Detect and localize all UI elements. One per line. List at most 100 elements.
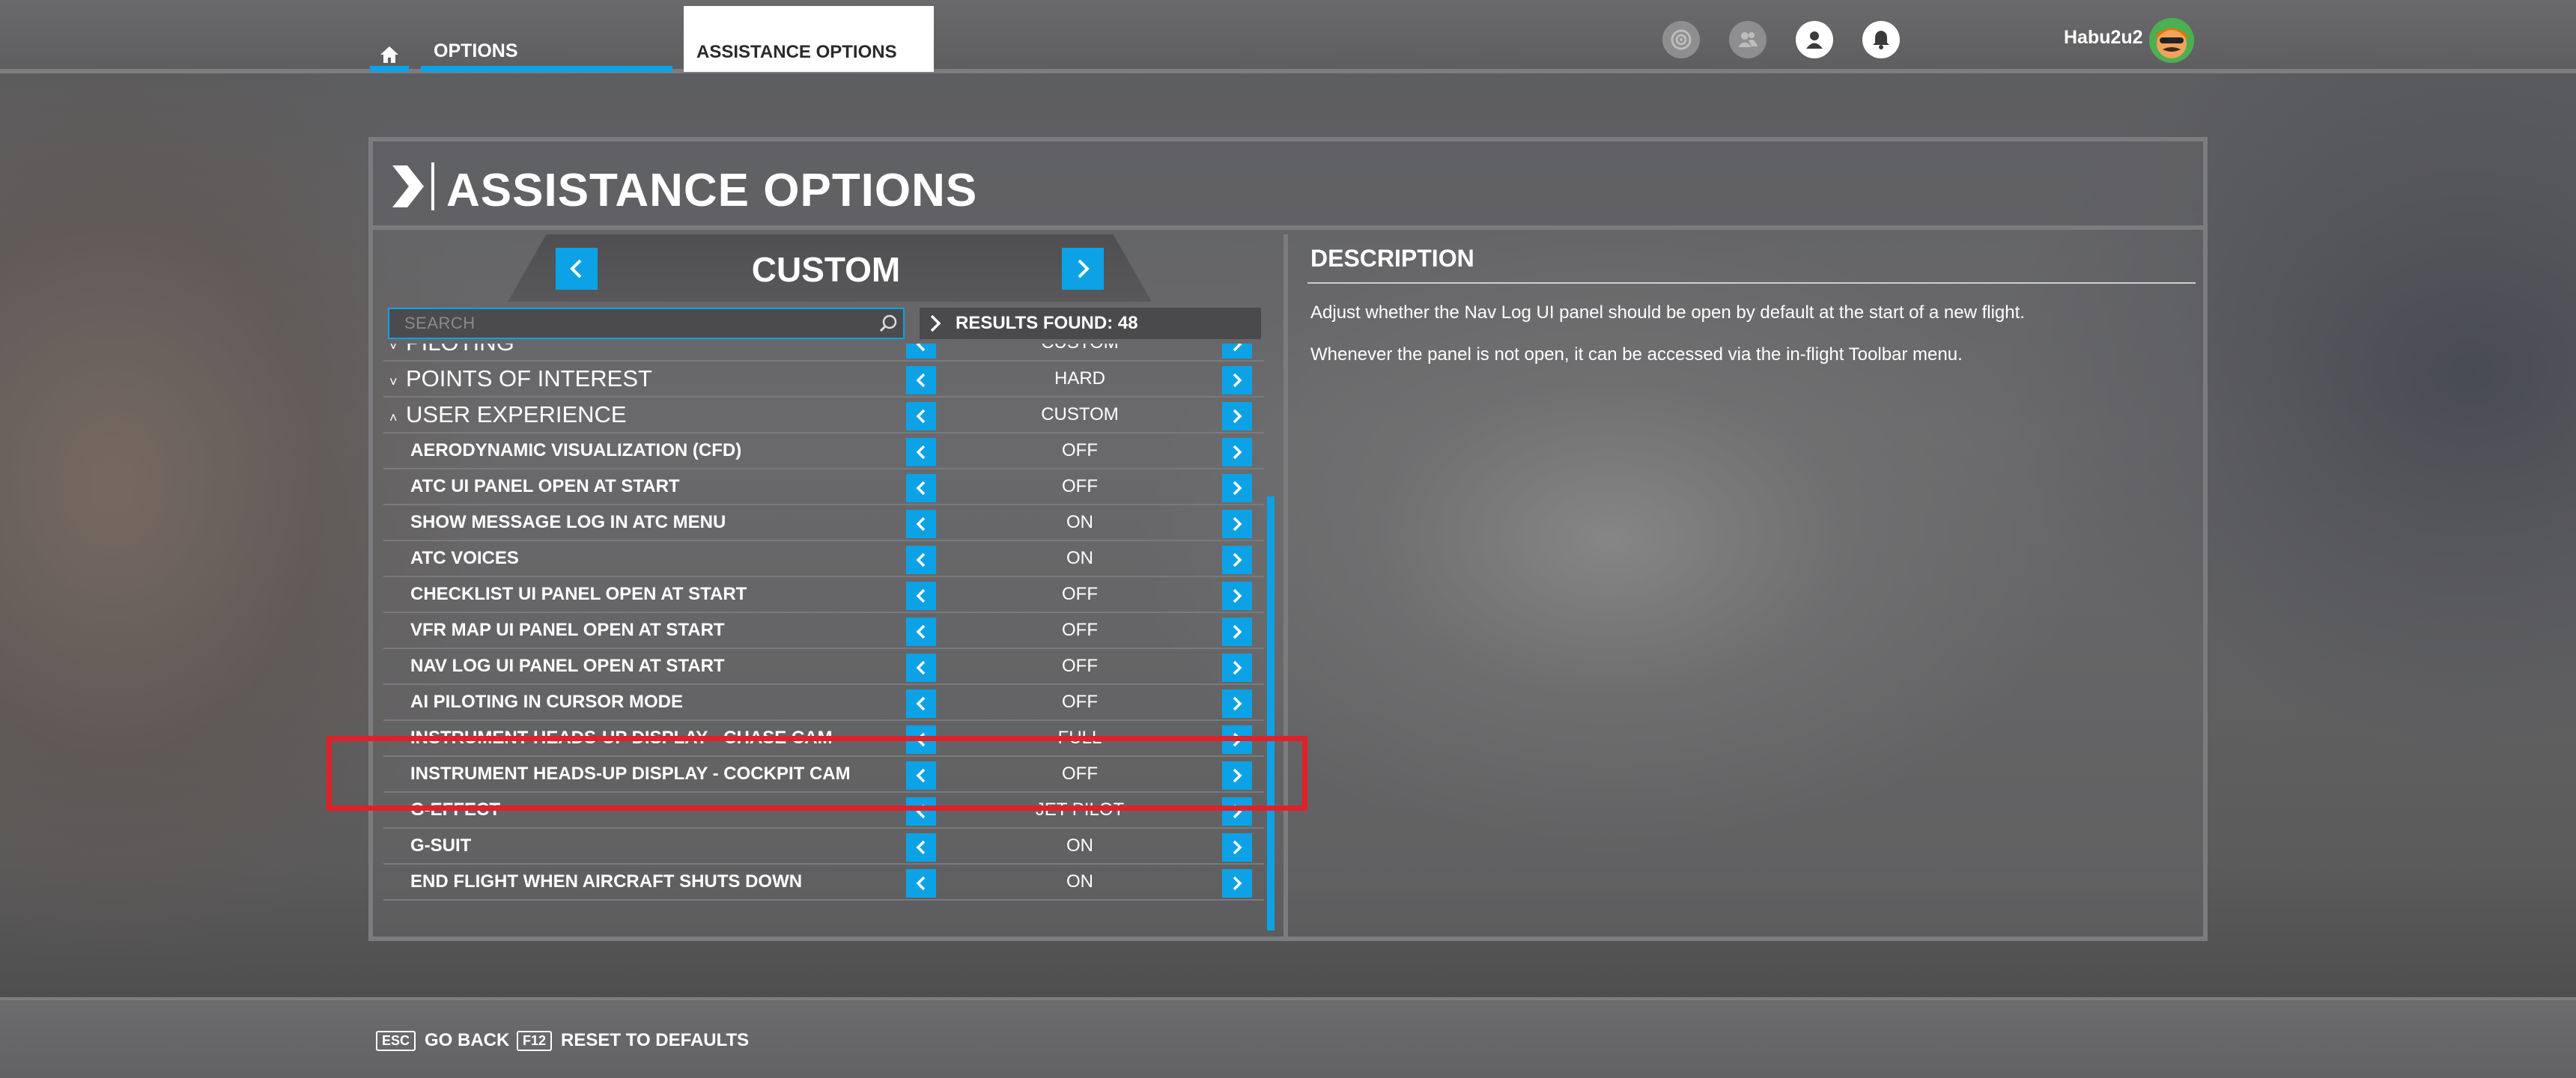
value-next-button[interactable] xyxy=(1222,725,1252,754)
value-prev-button[interactable] xyxy=(906,618,936,646)
value-prev-button[interactable] xyxy=(906,344,936,359)
chevron-right-icon xyxy=(1233,624,1242,639)
tab-assistance-options[interactable]: ASSISTANCE OPTIONS xyxy=(684,6,934,72)
go-back-button[interactable]: ESC GO BACK xyxy=(376,1030,509,1051)
row-label: ATC VOICES xyxy=(410,548,519,568)
caret-down-icon[interactable]: ˅ xyxy=(389,374,398,389)
option-row[interactable]: ATC VOICES ON xyxy=(383,541,1264,577)
value-next-button[interactable] xyxy=(1222,582,1252,610)
list-scrollbar[interactable] xyxy=(1267,496,1275,931)
value-prev-button[interactable] xyxy=(906,546,936,574)
value-prev-button[interactable] xyxy=(906,582,936,610)
options-list-panel: CUSTOM SEARCH RESULTS FOUND: 48 ˅ PILOTIN… xyxy=(373,234,1288,937)
chevron-left-icon xyxy=(916,840,926,855)
option-row[interactable]: G-SUIT ON xyxy=(383,829,1264,865)
chevron-left-icon xyxy=(916,660,926,675)
value-prev-button[interactable] xyxy=(906,402,936,430)
chevron-right-icon xyxy=(1233,552,1242,567)
value-next-button[interactable] xyxy=(1222,761,1252,790)
value-prev-button[interactable] xyxy=(906,761,936,790)
value-prev-button[interactable] xyxy=(906,869,936,898)
value-next-button[interactable] xyxy=(1222,654,1252,682)
chevron-right-icon xyxy=(1233,732,1242,747)
caret-down-icon[interactable]: ˅ xyxy=(389,344,398,353)
category-row[interactable]: ˄ USER EXPERIENCE CUSTOM xyxy=(383,398,1264,433)
value-next-button[interactable] xyxy=(1222,797,1252,826)
chevron-right-icon xyxy=(1233,409,1242,424)
option-row[interactable]: NAV LOG UI PANEL OPEN AT START OFF xyxy=(383,649,1264,685)
row-label: VFR MAP UI PANEL OPEN AT START xyxy=(410,620,725,640)
option-name: AI PILOTING IN CURSOR MODE xyxy=(383,692,908,713)
category-row[interactable]: ˅ POINTS OF INTEREST HARD xyxy=(383,362,1264,398)
value-prev-button[interactable] xyxy=(906,797,936,826)
option-row[interactable]: AERODYNAMIC VISUALIZATION (CFD) OFF xyxy=(383,433,1264,469)
option-row[interactable]: END FLIGHT WHEN AIRCRAFT SHUTS DOWN ON xyxy=(383,865,1264,901)
chevron-left-icon xyxy=(916,804,926,819)
option-name: NAV LOG UI PANEL OPEN AT START xyxy=(383,656,908,677)
tab-options[interactable]: OPTIONS xyxy=(421,37,672,72)
value-next-button[interactable] xyxy=(1222,546,1252,574)
chevron-right-icon xyxy=(1233,481,1242,496)
category-row[interactable]: ˅ PILOTING CUSTOM xyxy=(383,344,1264,362)
row-label: INSTRUMENT HEADS-UP DISPLAY - CHASE CAM xyxy=(410,728,833,748)
value-prev-button[interactable] xyxy=(906,725,936,754)
category-name: ˅ POINTS OF INTEREST xyxy=(383,365,908,392)
chevron-left-icon xyxy=(916,481,926,496)
chevron-left-icon xyxy=(916,373,926,388)
search-input[interactable]: SEARCH xyxy=(388,308,905,339)
value-next-button[interactable] xyxy=(1222,366,1252,395)
value-prev-button[interactable] xyxy=(906,689,936,718)
value-next-button[interactable] xyxy=(1222,869,1252,898)
option-row[interactable]: INSTRUMENT HEADS-UP DISPLAY - COCKPIT CA… xyxy=(383,757,1264,793)
friends-icon[interactable] xyxy=(1729,21,1767,58)
home-tab[interactable] xyxy=(370,37,409,72)
description-panel: DESCRIPTION Adjust whether the Nav Log U… xyxy=(1292,234,2203,937)
chevron-left-icon xyxy=(570,259,582,278)
option-row[interactable]: AI PILOTING IN CURSOR MODE OFF xyxy=(383,685,1264,721)
row-label: PILOTING xyxy=(406,344,514,356)
notification-bell-icon[interactable] xyxy=(1862,21,1900,58)
description-title: DESCRIPTION xyxy=(1310,245,1474,272)
value-next-button[interactable] xyxy=(1222,618,1252,646)
value-prev-button[interactable] xyxy=(906,833,936,862)
chevron-right-icon xyxy=(1233,696,1242,711)
chevron-right-icon xyxy=(1233,344,1242,352)
value-next-button[interactable] xyxy=(1222,474,1252,502)
chevron-left-icon xyxy=(916,409,926,424)
caret-up-icon[interactable]: ˄ xyxy=(389,410,398,425)
value-prev-button[interactable] xyxy=(906,438,936,466)
value-next-button[interactable] xyxy=(1222,344,1252,359)
value-next-button[interactable] xyxy=(1222,402,1252,430)
value-prev-button[interactable] xyxy=(906,654,936,682)
value-next-button[interactable] xyxy=(1222,510,1252,538)
option-row[interactable]: ATC UI PANEL OPEN AT START OFF xyxy=(383,469,1264,505)
chevron-left-icon xyxy=(916,768,926,783)
value-next-button[interactable] xyxy=(1222,438,1252,466)
value-prev-button[interactable] xyxy=(906,474,936,502)
value-prev-button[interactable] xyxy=(906,510,936,538)
preset-next-button[interactable] xyxy=(1062,248,1104,290)
radar-icon[interactable] xyxy=(1662,21,1700,58)
chevron-right-icon xyxy=(1233,588,1242,603)
option-name: ATC VOICES xyxy=(383,548,908,569)
option-row[interactable]: G-EFFECT JET PILOT xyxy=(383,793,1264,829)
value-prev-button[interactable] xyxy=(906,366,936,395)
avatar[interactable] xyxy=(2149,18,2194,63)
row-label: G-SUIT xyxy=(410,835,472,856)
preset-prev-button[interactable] xyxy=(556,248,598,290)
option-row[interactable]: CHECKLIST UI PANEL OPEN AT START OFF xyxy=(383,577,1264,613)
option-value: OFF xyxy=(1062,476,1098,496)
description-text-1: Adjust whether the Nav Log UI panel shou… xyxy=(1310,302,2025,323)
search-icon[interactable] xyxy=(873,309,903,338)
value-next-button[interactable] xyxy=(1222,833,1252,862)
row-label: AI PILOTING IN CURSOR MODE xyxy=(410,692,684,712)
chevron-right-icon xyxy=(1078,259,1090,278)
option-row[interactable]: INSTRUMENT HEADS-UP DISPLAY - CHASE CAM F… xyxy=(383,721,1264,757)
option-row[interactable]: VFR MAP UI PANEL OPEN AT START OFF xyxy=(383,613,1264,649)
option-row[interactable]: SHOW MESSAGE LOG IN ATC MENU ON xyxy=(383,505,1264,541)
option-value: ON xyxy=(1066,871,1093,892)
profile-icon[interactable] xyxy=(1796,21,1833,58)
option-value: ON xyxy=(1066,548,1093,568)
value-next-button[interactable] xyxy=(1222,689,1252,718)
reset-defaults-button[interactable]: F12 RESET TO DEFAULTS xyxy=(517,1030,749,1051)
